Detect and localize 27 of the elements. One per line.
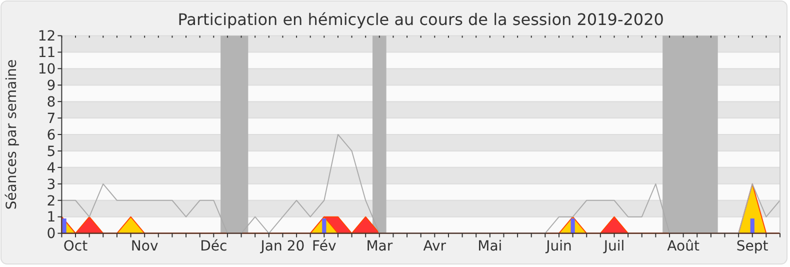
- x-tick-label: Fév: [312, 238, 336, 254]
- y-tick-label: 1: [46, 210, 56, 226]
- y-tick-label: 4: [46, 160, 56, 176]
- x-tick-label: Mar: [366, 238, 393, 254]
- x-tick-label: Avr: [423, 238, 446, 254]
- x-tick-label: Juil: [602, 238, 625, 254]
- y-tick-label: 5: [46, 144, 56, 160]
- y-tick-label: 8: [46, 94, 56, 110]
- y-tick-label: 0: [46, 226, 56, 242]
- y-tick-label: 2: [46, 193, 56, 210]
- y-tick-label: 3: [46, 176, 56, 193]
- y-tick-label: 9: [46, 78, 56, 94]
- chart-title: Participation en hémicycle au cours de la session 2019-2020: [178, 10, 664, 29]
- x-tick-label: Août: [667, 238, 700, 254]
- y-axis-title: Séances par semaine: [4, 59, 20, 210]
- x-tick-label: Oct: [63, 238, 88, 254]
- x-tick-label: Déc: [200, 238, 228, 254]
- y-tick-label: 6: [46, 127, 56, 144]
- y-tick-label: 11: [38, 45, 56, 62]
- x-tick-label: Mai: [478, 238, 502, 254]
- y-tick-label: 12: [38, 28, 56, 45]
- x-tick-label: Nov: [130, 238, 158, 254]
- x-tick-label: Sept: [736, 238, 769, 254]
- x-tick-label: Jan 20: [260, 238, 305, 254]
- y-tick-label: 7: [46, 110, 56, 127]
- x-tick-label: Juin: [545, 238, 572, 254]
- y-tick-label: 10: [38, 62, 56, 78]
